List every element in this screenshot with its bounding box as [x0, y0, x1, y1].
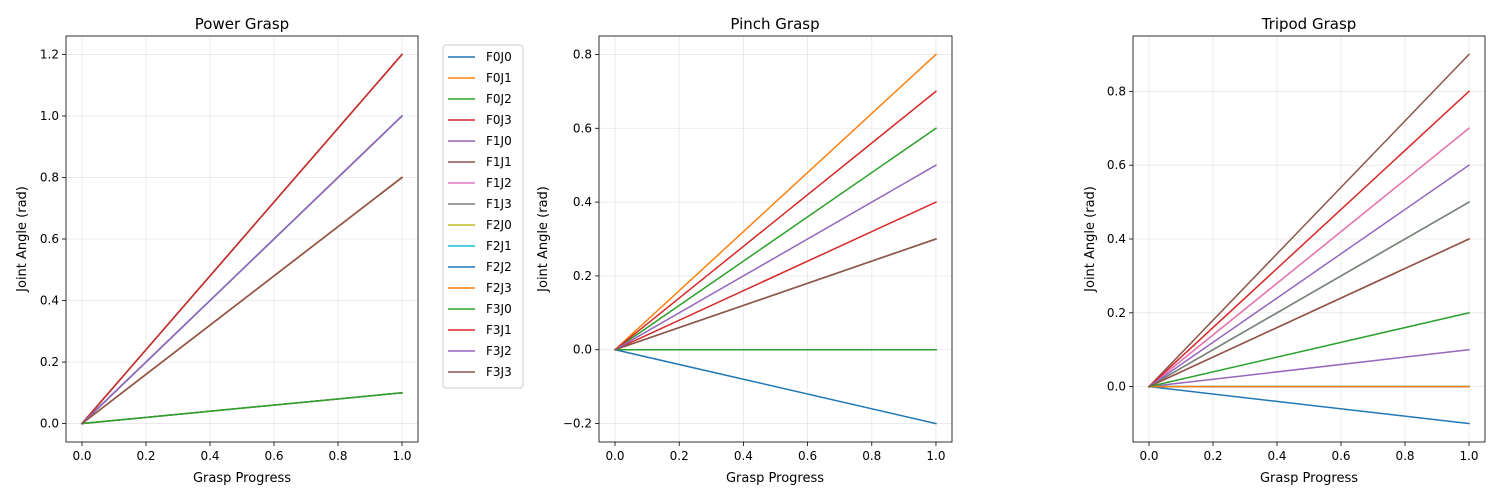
tripod-grasp-xtick-label-2: 0.4 — [1267, 449, 1286, 463]
legend-frame — [442, 44, 524, 389]
legend-label-6: F1J2 — [486, 176, 512, 190]
legend-label-2: F0J2 — [486, 92, 512, 106]
power-grasp-ytick-label-4: 0.8 — [40, 170, 59, 184]
tripod-grasp-xtick-label-3: 0.6 — [1331, 449, 1350, 463]
tripod-grasp-series-line-5 — [1147, 53, 1471, 388]
power-grasp-ytick-label-6: 1.2 — [40, 47, 59, 61]
power-grasp-ylabel: Joint Angle (rad) — [15, 186, 30, 293]
power-grasp-xtick-label-3: 0.6 — [264, 449, 283, 463]
legend-label-3: F0J3 — [486, 113, 512, 127]
pinch-grasp-ytick-label-1: 0.0 — [573, 343, 592, 357]
legend-label-1: F0J1 — [486, 71, 512, 85]
pinch-grasp-ytick-label-4: 0.6 — [573, 121, 592, 135]
tripod-grasp-ylabel: Joint Angle (rad) — [1083, 186, 1098, 293]
power-grasp-xtick-label-5: 1.0 — [392, 449, 411, 463]
tripod-grasp-panel: 0.0 0.2 0.4 0.6 0.8 1.0 0.0 0.2 0.4 0.6 0.8 — [1107, 35, 1486, 463]
pinch-grasp-series-line-14 — [614, 164, 937, 351]
pinch-grasp-series-line-15 — [614, 238, 937, 351]
legend-label-8: F2J0 — [486, 218, 512, 232]
pinch-grasp-series-line-0 — [614, 348, 937, 425]
tripod-grasp-series-line-13 — [1147, 90, 1471, 388]
pinch-grasp-xlabel: Grasp Progress — [726, 471, 824, 486]
tripod-grasp-ytick-label-3: 0.6 — [1107, 158, 1126, 172]
legend-label-15: F3J3 — [486, 365, 512, 379]
power-grasp-xlabel: Grasp Progress — [193, 471, 291, 486]
power-grasp-ytick-label-3: 0.6 — [40, 232, 59, 246]
power-grasp-ytick-label-2: 0.4 — [40, 294, 59, 308]
power-grasp-series-line-12 — [81, 391, 403, 425]
tripod-grasp-xtick-label-1: 0.2 — [1203, 449, 1222, 463]
tripod-grasp-series-line-14 — [1147, 164, 1471, 388]
tripod-grasp-series-line-12 — [1148, 311, 1470, 388]
pinch-grasp-xtick-label-4: 0.8 — [862, 449, 881, 463]
legend-label-11: F2J3 — [486, 281, 512, 295]
pinch-grasp-xtick-label-2: 0.4 — [734, 449, 753, 463]
tripod-grasp-xtick-label-4: 0.8 — [1395, 449, 1414, 463]
power-grasp-series-line-13 — [80, 53, 404, 425]
tripod-grasp-ytick-label-0: 0.0 — [1107, 380, 1126, 394]
pinch-grasp-axes-frame — [598, 35, 953, 443]
legend-label-10: F2J2 — [486, 260, 512, 274]
pinch-grasp-panel: 0.0 0.2 0.4 0.6 0.8 1.0 −0.2 0.0 0.2 0.4 0.6 0.8 — [563, 35, 953, 463]
legend-label-7: F1J3 — [486, 197, 512, 211]
tripod-grasp-series-line-7 — [1147, 201, 1471, 388]
legend-label-12: F3J0 — [486, 302, 512, 316]
pinch-grasp-xtick-label-3: 0.6 — [798, 449, 817, 463]
pinch-grasp-series-line-3 — [614, 201, 937, 351]
legend-label-13: F3J1 — [486, 323, 512, 337]
power-grasp-series-line-15 — [80, 176, 404, 425]
power-grasp-title: Power Grasp — [195, 15, 289, 33]
legend-label-14: F3J2 — [486, 344, 512, 358]
pinch-grasp-ytick-label-0: −0.2 — [563, 417, 592, 431]
power-grasp-panel: 0.0 0.2 0.4 0.6 0.8 1.0 0.0 0.2 0.4 0.6 0.8 1.0 1.2 — [40, 35, 419, 463]
power-grasp-xtick-label-4: 0.8 — [328, 449, 347, 463]
pinch-grasp-series-line-13 — [613, 90, 938, 351]
tripod-grasp-series-line-0 — [1148, 385, 1470, 425]
power-grasp-xtick-label-2: 0.4 — [200, 449, 219, 463]
tripod-grasp-series-line-4 — [1148, 348, 1470, 388]
pinch-grasp-xtick-label-5: 1.0 — [926, 449, 945, 463]
power-grasp-series-line-14 — [80, 114, 404, 425]
power-grasp-xtick-label-1: 0.2 — [136, 449, 155, 463]
tripod-grasp-xtick-label-5: 1.0 — [1459, 449, 1478, 463]
pinch-grasp-title: Pinch Grasp — [730, 15, 819, 33]
legend-label-5: F1J1 — [486, 155, 512, 169]
tripod-grasp-series-line-6 — [1147, 127, 1471, 388]
pinch-grasp-ylabel: Joint Angle (rad) — [536, 186, 551, 293]
tripod-grasp-series-line-15 — [1148, 238, 1470, 388]
tripod-grasp-ytick-label-1: 0.2 — [1107, 306, 1126, 320]
tripod-grasp-ytick-label-2: 0.4 — [1107, 232, 1126, 246]
legend: F0J0 F0J1 F0J2 F0J3 F1J0 F1J1 F1J2 F1J3 F2J0 F2J1… — [442, 44, 524, 389]
tripod-grasp-xtick-label-0: 0.0 — [1139, 449, 1158, 463]
pinch-grasp-ytick-label-3: 0.4 — [573, 195, 592, 209]
pinch-grasp-ytick-label-2: 0.2 — [573, 269, 592, 283]
power-grasp-xtick-label-0: 0.0 — [72, 449, 91, 463]
legend-label-4: F1J0 — [486, 134, 512, 148]
pinch-grasp-xtick-label-1: 0.2 — [670, 449, 689, 463]
legend-label-0: F0J0 — [486, 50, 512, 64]
pinch-grasp-series-line-2 — [614, 127, 937, 351]
tripod-grasp-title: Tripod Grasp — [1261, 15, 1357, 33]
power-grasp-ytick-label-0: 0.0 — [40, 417, 59, 431]
legend-label-9: F2J1 — [486, 239, 512, 253]
power-grasp-ytick-label-5: 1.0 — [40, 109, 59, 123]
pinch-grasp-xtick-label-0: 0.0 — [605, 449, 624, 463]
power-grasp-ytick-label-1: 0.2 — [40, 355, 59, 369]
tripod-grasp-ytick-label-4: 0.8 — [1107, 84, 1126, 98]
tripod-grasp-xlabel: Grasp Progress — [1260, 471, 1358, 486]
pinch-grasp-ytick-label-5: 0.8 — [573, 47, 592, 61]
pinch-grasp-series-line-1 — [613, 53, 938, 351]
